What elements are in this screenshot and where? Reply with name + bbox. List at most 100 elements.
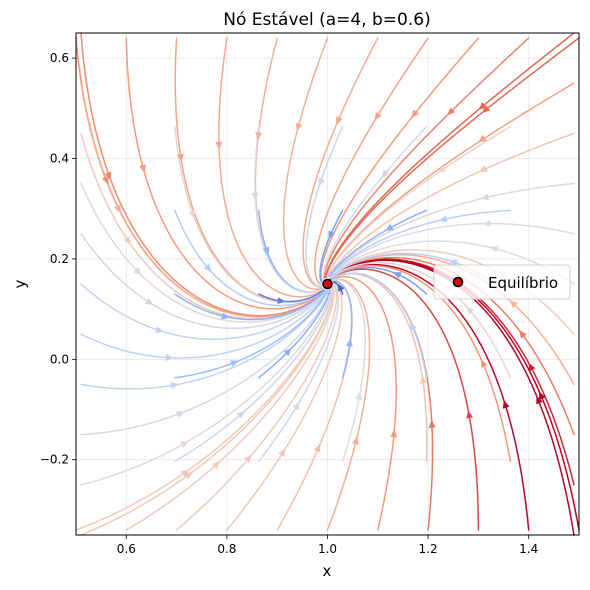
chart-title: Nó Estável (a=4, b=0.6) [223,10,430,30]
stream-arrow [437,165,446,174]
streamline [324,32,575,278]
stream-arrow [133,267,142,276]
stream-arrow [104,171,112,181]
streamline [329,249,575,335]
stream-arrow [509,300,518,309]
x-axis-ticks: 0.6 0.8 1.0 1.2 1.4 [117,535,538,556]
stream-arrow [236,410,245,419]
stream-arrow [165,353,174,361]
streamline [324,37,580,279]
stream-arrow [478,134,487,143]
streamline [282,37,329,291]
stream-arrow [410,321,417,331]
stream-arrow [502,400,510,409]
stream-arrow [102,175,109,185]
y-tick-label: 0.0 [50,352,69,366]
stream-arrow [175,411,185,418]
stream-arrow [292,401,300,411]
streamline [329,258,580,531]
y-tick-label: 0.2 [50,252,69,266]
y-tick-label: −0.2 [40,453,69,467]
stream-arrow [123,236,131,245]
streamline [325,82,575,279]
stream-arrow [221,312,230,320]
stream-arrow [519,330,527,339]
streamline [302,37,379,288]
streamline [80,82,326,318]
streamline [174,287,333,463]
stream-arrow [251,192,259,201]
streamline [326,278,371,531]
stream-arrow [351,436,359,445]
streamline [333,280,353,379]
stream-arrow [215,141,223,150]
streamline [305,125,344,288]
streamline [80,290,328,359]
x-tick-label: 1.4 [519,542,538,556]
stream-arrow [211,461,221,470]
stream-arrow [466,306,475,315]
equilibrium-point [322,278,333,290]
streamline [331,272,428,379]
streamline [226,281,343,531]
streamline [332,273,428,463]
stream-arrow [345,338,353,347]
streamline [258,289,325,303]
legend-label: Equilíbrio [488,274,558,292]
streamline [175,285,338,531]
x-tick-label: 1.0 [318,542,337,556]
stream-arrow [481,105,491,113]
stream-arrow [139,164,146,173]
streamline [258,283,340,463]
streamline [331,278,367,463]
stream-arrow [482,220,491,228]
streamline [328,209,428,278]
streamline [329,240,575,285]
streamline [327,132,575,277]
stream-arrow [144,297,154,306]
stream-arrow [411,109,419,119]
stream-arrow [381,169,390,178]
stream-arrow [318,177,325,187]
streamline [174,290,329,379]
streamlines [75,32,580,536]
stream-arrow [447,107,456,116]
stream-arrow [203,263,212,273]
streamline [326,125,512,278]
streamline [258,289,331,379]
legend-box [433,264,571,300]
stream-arrows [102,102,546,480]
streamline [218,37,324,298]
stream-arrow [283,348,292,357]
streamline [80,288,332,486]
streamline [125,37,325,310]
streamline [80,283,327,340]
stream-arrow [528,362,536,372]
stream-arrow [337,283,345,292]
stream-arrow [478,165,488,172]
stream-arrow [155,326,164,333]
streamline [80,289,329,390]
stream-arrow [480,193,490,201]
stream-arrow [277,297,286,305]
stream-arrow [230,360,239,367]
y-axis-ticks: −0.2 0.0 0.2 0.4 0.6 [40,51,76,467]
x-tick-label: 0.6 [117,542,136,556]
x-tick-label: 1.2 [419,542,438,556]
legend-marker [452,276,464,288]
streamline [331,263,530,531]
streamline [319,209,344,283]
streamline [329,222,575,278]
y-tick-label: 0.6 [50,51,69,65]
legend: Equilíbrio [433,264,571,300]
streamline [330,264,512,463]
y-axis-title: y [11,279,29,288]
stream-arrow [295,122,303,132]
stream-arrow [262,246,270,256]
stream-arrow [328,230,336,240]
x-tick-label: 0.8 [217,542,236,556]
y-tick-label: 0.4 [50,152,69,166]
stream-arrow [539,391,546,401]
stream-arrow [419,375,427,384]
stream-arrow [243,454,252,464]
